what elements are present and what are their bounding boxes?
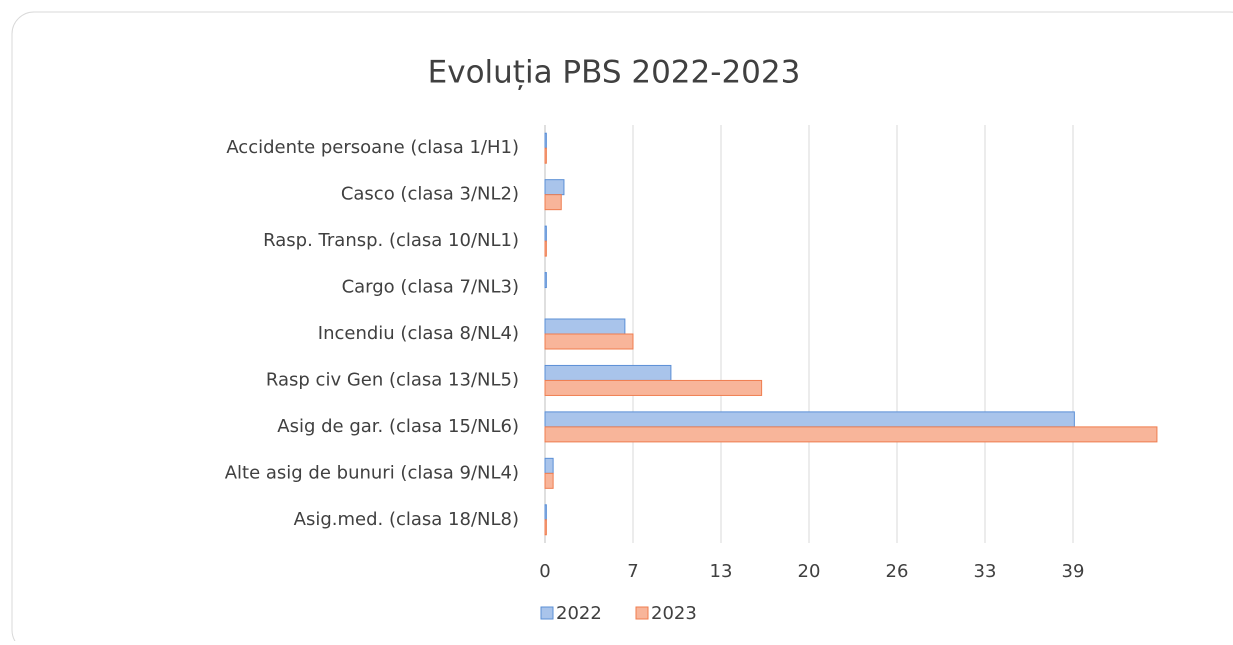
bar <box>544 426 1158 443</box>
y-tick-label: Asig.med. (clasa 18/NL8) <box>294 509 519 530</box>
x-tick-label: 7 <box>627 561 638 582</box>
y-tick-label: Alte asig de bunuri (clasa 9/NL4) <box>225 462 519 483</box>
bar <box>544 457 554 474</box>
bar <box>544 318 626 335</box>
y-tick-label: Cargo (clasa 7/NL3) <box>342 277 519 298</box>
bar <box>544 132 547 149</box>
y-tick-label: Asig de gar. (clasa 15/NL6) <box>277 416 519 437</box>
legend-swatch <box>635 606 649 620</box>
legend-swatch <box>540 606 554 620</box>
y-tick-label: Incendiu (clasa 8/NL4) <box>318 323 519 344</box>
bar <box>544 179 565 196</box>
bar <box>544 411 1075 428</box>
bar <box>544 364 672 381</box>
x-tick-label: 20 <box>798 561 821 582</box>
chart-title: Evoluția PBS 2022-2023 <box>428 55 801 91</box>
x-tick-label: 26 <box>886 561 909 582</box>
bar <box>544 272 547 289</box>
bar <box>544 147 547 164</box>
y-tick-label: Accidente persoane (clasa 1/H1) <box>226 137 519 158</box>
y-tick-label: Casco (clasa 3/NL2) <box>341 184 519 205</box>
legend-label: 2022 <box>556 603 602 624</box>
bar <box>544 240 547 257</box>
x-tick-label: 0 <box>539 561 550 582</box>
bar <box>544 379 763 396</box>
bar <box>544 519 547 536</box>
x-tick-label: 33 <box>974 561 997 582</box>
y-tick-label: Rasp. Transp. (clasa 10/NL1) <box>263 230 519 251</box>
bar <box>544 194 562 211</box>
bar <box>544 333 634 350</box>
y-tick-label: Rasp civ Gen (clasa 13/NL5) <box>266 369 519 390</box>
x-tick-label: 13 <box>710 561 733 582</box>
bar <box>544 504 547 521</box>
bar <box>544 472 554 489</box>
legend-label: 2023 <box>651 603 697 624</box>
bar <box>544 225 547 242</box>
x-tick-label: 39 <box>1062 561 1085 582</box>
